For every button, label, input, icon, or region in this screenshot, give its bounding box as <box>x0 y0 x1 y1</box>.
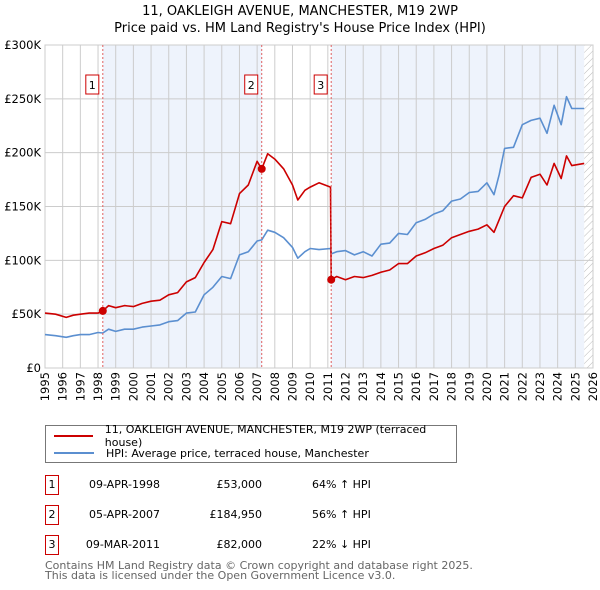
sale-point <box>98 306 107 315</box>
legend-label-property: 11, OAKLEIGH AVENUE, MANCHESTER, M19 2WP… <box>104 423 427 449</box>
transaction-number: 3 <box>45 535 59 555</box>
chart-legend: 11, OAKLEIGH AVENUE, MANCHESTER, M19 2WP… <box>45 423 457 463</box>
sale-label-box <box>85 74 100 95</box>
x-tick-label: 2019 <box>462 372 476 401</box>
y-tick-label: £150K <box>4 200 41 214</box>
y-tick-label: £200K <box>4 146 41 160</box>
x-tick-label: 2020 <box>480 372 494 401</box>
x-tick-label: 1995 <box>38 372 52 401</box>
legend-swatch-property <box>54 435 93 437</box>
x-tick-label: 2015 <box>392 372 406 401</box>
x-tick-label: 2006 <box>232 372 246 401</box>
transaction-number: 2 <box>45 505 59 525</box>
transaction-date: 09-MAR-2011 <box>85 538 160 551</box>
plot-frame <box>44 44 594 369</box>
sale-label: 2 <box>248 79 255 92</box>
transaction-hpi: 64% ↑ HPI <box>312 478 371 491</box>
y-tick-label: £300K <box>4 38 41 52</box>
x-tick-label: 2022 <box>515 372 529 401</box>
x-tick-label: 2005 <box>215 372 229 401</box>
transaction-price: £184,950 <box>209 508 263 521</box>
x-tick-label: 2010 <box>303 372 317 401</box>
transaction-price: £82,000 <box>216 538 263 551</box>
transaction-row: 3 09-MAR-2011 £82,000 22% ↓ HPI <box>45 535 465 555</box>
legend-swatch-hpi <box>54 452 94 454</box>
x-tick-label: 2016 <box>409 372 423 401</box>
chart-title: 11, OAKLEIGH AVENUE, MANCHESTER, M19 2WP <box>142 4 458 19</box>
y-tick-label: £0 <box>26 361 41 375</box>
x-tick-label: 2012 <box>339 372 353 401</box>
x-tick-label: 2025 <box>568 372 582 401</box>
transaction-date: 05-APR-2007 <box>88 508 160 521</box>
footer-copyright: Contains HM Land Registry data © Crown c… <box>45 559 473 572</box>
property-price-line <box>44 152 585 319</box>
sale-label-box <box>244 74 259 95</box>
x-tick-label: 2024 <box>551 372 565 401</box>
transaction-price: £53,000 <box>216 478 263 491</box>
x-tick-label: 2014 <box>374 372 388 401</box>
chart-subtitle: Price paid vs. HM Land Registry's House … <box>114 21 486 36</box>
x-tick-label: 2018 <box>445 372 459 401</box>
transaction-row: 1 09-APR-1998 £53,000 64% ↑ HPI <box>45 475 465 495</box>
y-tick-label: £50K <box>12 307 42 321</box>
transaction-number: 1 <box>45 475 59 495</box>
x-tick-label: 2017 <box>427 372 441 401</box>
x-tick-label: 2007 <box>250 372 264 401</box>
x-tick-label: 2008 <box>268 372 282 401</box>
x-tick-label: 1996 <box>56 372 70 401</box>
transaction-date: 09-APR-1998 <box>88 478 160 491</box>
y-tick-label: £250K <box>4 92 41 106</box>
x-tick-label: 1999 <box>109 372 123 401</box>
x-tick-label: 2009 <box>285 372 299 401</box>
x-tick-label: 2004 <box>197 372 211 401</box>
x-tick-label: 2001 <box>144 372 158 401</box>
legend-item-property: 11, OAKLEIGH AVENUE, MANCHESTER, M19 2WP… <box>54 423 456 449</box>
x-tick-label: 2003 <box>179 372 193 401</box>
x-tick-label: 2021 <box>498 372 512 401</box>
price-chart: 1 2 3 £0 £50K £100K £150K £200K £250K £300K 1995 19… <box>4 38 600 401</box>
transaction-hpi: 22% ↓ HPI <box>312 538 371 551</box>
y-tick-label: £100K <box>4 253 41 267</box>
x-tick-label: 2023 <box>533 372 547 401</box>
x-tick-label: 2011 <box>321 372 335 401</box>
legend-item-hpi: HPI: Average price, terraced house, Manc… <box>54 445 369 461</box>
transaction-row: 2 05-APR-2007 £184,950 56% ↑ HPI <box>45 505 465 525</box>
legend-label-hpi: HPI: Average price, terraced house, Manc… <box>106 446 369 460</box>
x-tick-label: 2013 <box>356 372 370 401</box>
x-tick-label: 2002 <box>162 372 176 401</box>
sale-label: 1 <box>89 79 96 92</box>
x-tick-label: 2026 <box>586 372 600 401</box>
transaction-hpi: 56% ↑ HPI <box>312 508 371 521</box>
sale-point <box>257 164 266 173</box>
x-tick-label: 1997 <box>73 372 87 401</box>
x-tick-label: 2000 <box>126 372 140 401</box>
x-tick-label: 1998 <box>91 372 105 401</box>
hpi-line <box>44 95 585 339</box>
sale-point <box>327 275 336 284</box>
sale-label-box <box>313 74 328 95</box>
sale-label: 3 <box>317 79 324 92</box>
footer-licence: This data is licensed under the Open Gov… <box>45 569 396 582</box>
